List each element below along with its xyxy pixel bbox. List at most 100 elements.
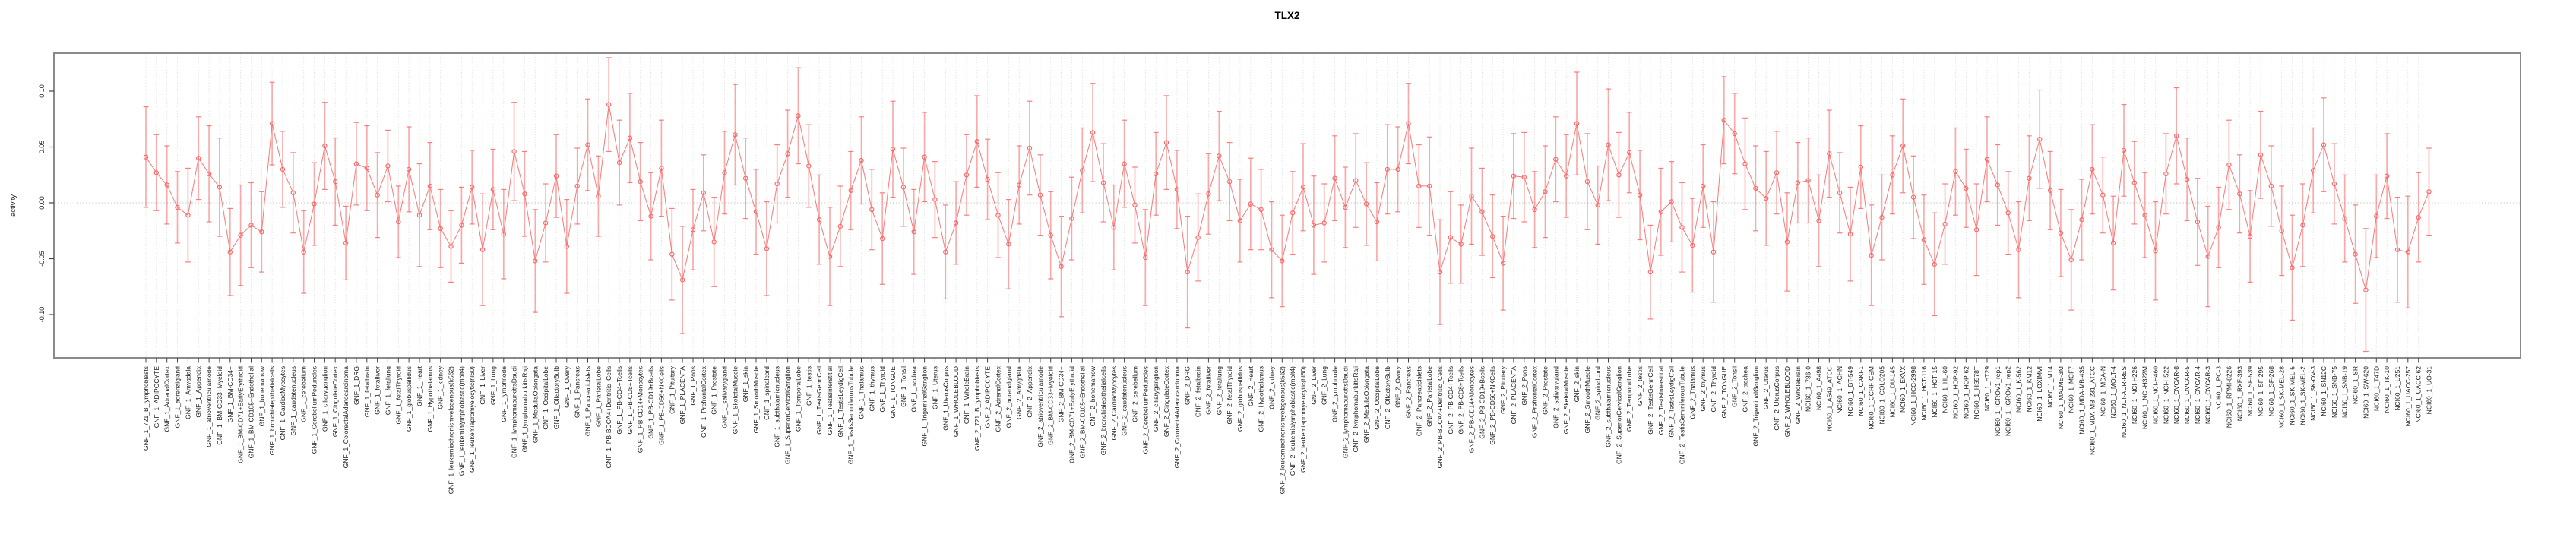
data-point — [985, 176, 990, 182]
data-point — [1153, 171, 1159, 176]
x-tick-label: GNF_1_Appendix — [195, 365, 202, 417]
data-point — [1321, 220, 1327, 226]
x-tick-label: NCI60_1_OVCAR-4 — [2194, 366, 2201, 424]
data-point — [1900, 143, 1906, 149]
x-tick-label: GNF_2_TONGUE — [1720, 366, 1728, 419]
x-tick-label: GNF_1_WholeBrain — [963, 366, 970, 424]
data-point — [470, 185, 475, 190]
y-axis-title: activity — [9, 194, 17, 217]
x-tick-label: GNF_1_Ovary — [563, 365, 571, 408]
data-point — [1248, 201, 1254, 207]
x-tick-label: GNF_2_bonemarrow — [1089, 365, 1097, 426]
data-point — [932, 197, 938, 202]
data-point — [616, 160, 622, 166]
data-point — [900, 185, 907, 190]
x-tick-label: GNF_1_bonemarrow — [258, 365, 265, 426]
x-tick-label: GNF_1_SkeletalMuscle — [731, 366, 739, 435]
data-point — [280, 166, 286, 172]
data-point — [2173, 133, 2179, 138]
data-point — [553, 173, 559, 179]
data-point — [743, 175, 748, 181]
data-point — [522, 191, 527, 197]
data-point — [564, 244, 570, 249]
data-point — [585, 142, 590, 147]
data-point — [711, 239, 717, 245]
x-tick-label: GNF_2_UterusCorpus — [1773, 366, 1780, 431]
x-tick-label: GNF_1_leukemialymphoblastic(molt4) — [457, 366, 465, 476]
data-point — [2036, 136, 2043, 142]
x-tick-label: NCI60_1_SN12C — [2320, 366, 2328, 416]
y-axis: 0.10 0.05 0.00 -0.05 -0.10 activity — [9, 84, 54, 322]
data-point — [1469, 194, 1474, 199]
data-point — [2027, 175, 2032, 181]
x-tick-label: NCI60_1_DU-145 — [1888, 366, 1896, 418]
data-point — [2090, 166, 2095, 172]
x-tick-label: GNF_2_lymphomaburkittsRaji — [1352, 366, 1359, 452]
x-tick-label: GNF_1_Thalamus — [858, 366, 866, 419]
x-tick-label: GNF_2_adrenalgland — [1005, 366, 1012, 428]
data-point — [2058, 230, 2064, 236]
data-point — [1426, 183, 1432, 189]
data-point — [1343, 204, 1348, 210]
data-point — [679, 277, 685, 283]
data-point — [375, 192, 380, 198]
x-tick-label: NCI60_1_MCF7 — [2068, 366, 2075, 413]
data-point — [1563, 173, 1569, 179]
data-point — [2290, 265, 2295, 270]
data-point — [217, 185, 223, 190]
data-point — [1406, 121, 1411, 126]
x-tick-label: GNF_1_Tonsil — [900, 366, 907, 407]
data-point — [1163, 140, 1169, 145]
data-point — [1532, 207, 1537, 212]
data-point — [848, 188, 853, 193]
x-tick-label: GNF_2_skin — [1573, 366, 1581, 403]
x-tick-label: GNF_2_TemporalLobe — [1625, 366, 1633, 432]
data-point — [438, 226, 443, 231]
data-point — [533, 258, 538, 264]
x-tick-label: GNF_2_TestisInterstitial — [1657, 366, 1665, 435]
data-point — [1700, 183, 1706, 189]
x-tick-label: GNF_1_fetalThyroid — [394, 366, 402, 425]
x-tick-label: GNF_2_Thyroid — [1710, 366, 1717, 413]
x-tick-label: GNF_2_PLACENTA — [1510, 366, 1517, 425]
data-point — [2279, 228, 2284, 233]
x-tick-label: GNF_1_UterusCorpus — [941, 366, 949, 431]
x-tick-label: GNF_2_Tonsil — [1731, 366, 1739, 407]
data-point — [1511, 173, 1517, 179]
x-tick-label: NCI60_1_SK-MEL-5 — [2289, 366, 2296, 425]
x-tick-label: GNF_2_SmoothMuscle — [1584, 366, 1591, 434]
data-point — [1984, 157, 1990, 162]
data-point — [2005, 210, 2011, 216]
x-tick-label: NCI60_1_SNB-19 — [2341, 366, 2349, 418]
x-tick-label: NCI60_1_HOP-62 — [1962, 366, 1970, 419]
data-point — [1827, 151, 1832, 157]
data-point — [1185, 269, 1190, 275]
data-point — [806, 163, 812, 169]
x-tick-label: GNF_1_thymus — [868, 366, 875, 412]
data-point — [322, 143, 328, 149]
data-point — [1016, 182, 1022, 188]
data-point — [1237, 218, 1243, 223]
x-tick-label: GNF_2_fetallung — [1215, 366, 1223, 416]
x-tick-label: NCI60_1_COLO205 — [1878, 366, 1886, 425]
data-point — [396, 219, 401, 225]
data-point — [774, 181, 780, 187]
data-point — [1206, 191, 1211, 197]
data-point — [1132, 202, 1138, 208]
x-tick-label: NCI60_1_OVCAR-5 — [2183, 366, 2191, 424]
x-tick-label: NCI60_1_RPMI-8226 — [2225, 366, 2233, 428]
data-point — [2163, 171, 2169, 176]
x-tick-label: GNF_1_spinalcord — [763, 366, 771, 420]
data-point — [1489, 233, 1495, 239]
data-point — [1080, 168, 1085, 173]
x-tick-label: GNF_2_WHOLEBLOOD — [1783, 366, 1791, 437]
x-tick-label: GNF_2_AdrenalCortex — [995, 365, 1002, 432]
data-point — [922, 154, 927, 160]
x-tick-label: GNF_1_ParietalLobe — [594, 366, 602, 427]
data-point — [574, 183, 580, 189]
data-point — [2394, 247, 2400, 252]
x-tick-label: GNF_2_Pancreas — [1405, 366, 1413, 418]
data-point — [1458, 242, 1464, 247]
